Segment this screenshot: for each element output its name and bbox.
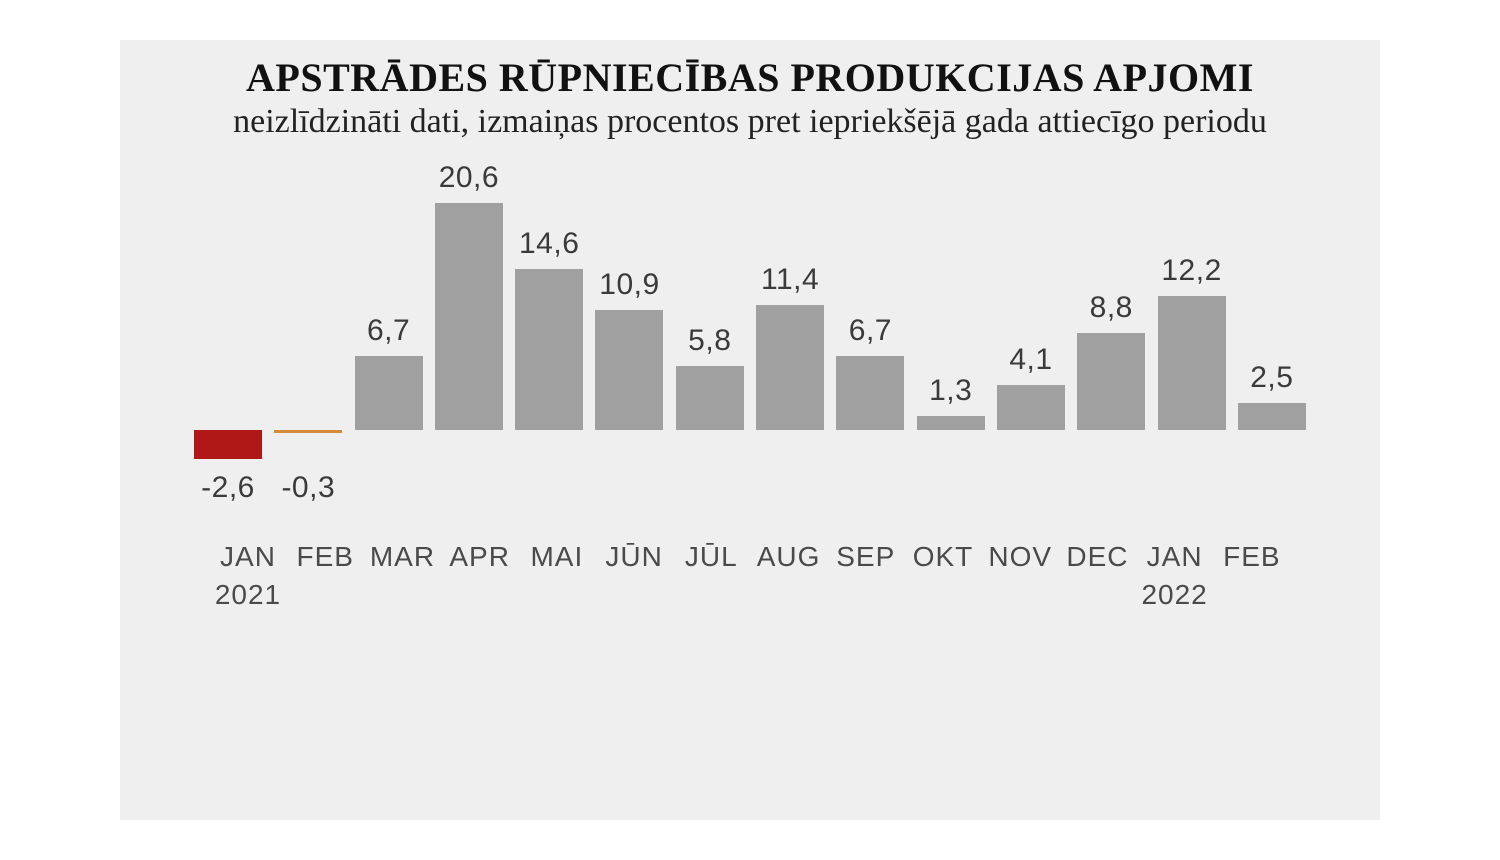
bar-column: 20,6 xyxy=(431,199,507,523)
bar xyxy=(1158,296,1226,430)
value-label: 2,5 xyxy=(1234,361,1310,395)
bar xyxy=(676,366,744,430)
x-axis-labels: JAN2021FEBMARAPRMAIJŪNJŪLAUGSEPOKTNOVDEC… xyxy=(190,541,1310,611)
bar xyxy=(1077,333,1145,430)
month-label: MAI xyxy=(519,541,595,573)
bar xyxy=(756,305,824,430)
value-label: 10,9 xyxy=(591,268,667,302)
value-label: 12,2 xyxy=(1154,254,1230,288)
month-label: JŪN xyxy=(596,541,672,573)
month-label: SEP xyxy=(828,541,904,573)
chart-title: APSTRĀDES RŪPNIECĪBAS PRODUKCIJAS APJOMI xyxy=(170,54,1330,101)
bar-column: 5,8 xyxy=(672,199,748,523)
x-axis-tick: JŪL xyxy=(673,541,749,611)
bar xyxy=(274,430,342,433)
bar xyxy=(917,416,985,430)
month-label: JŪL xyxy=(673,541,749,573)
x-axis-tick: JŪN xyxy=(596,541,672,611)
bar-column: 14,6 xyxy=(511,199,587,523)
month-label: DEC xyxy=(1059,541,1135,573)
month-label: NOV xyxy=(982,541,1058,573)
x-axis-tick: FEB xyxy=(287,541,363,611)
bar-column: 8,8 xyxy=(1073,199,1149,523)
x-axis-tick: MAR xyxy=(364,541,440,611)
bar xyxy=(355,356,423,430)
x-axis-tick: FEB xyxy=(1214,541,1290,611)
value-label: 4,1 xyxy=(993,343,1069,377)
value-label: -2,6 xyxy=(190,471,266,505)
bar xyxy=(836,356,904,430)
month-label: FEB xyxy=(1214,541,1290,573)
month-label: APR xyxy=(442,541,518,573)
bar xyxy=(194,430,262,459)
chart-subtitle: neizlīdzināti dati, izmaiņas procentos p… xyxy=(170,103,1330,141)
x-axis-tick: JAN 2021 xyxy=(210,541,286,611)
bar xyxy=(997,385,1065,430)
bar-column: 6,7 xyxy=(351,199,427,523)
month-label: OKT xyxy=(905,541,981,573)
value-label: 20,6 xyxy=(431,161,507,195)
month-label: JAN xyxy=(1137,541,1213,573)
x-axis-tick: APR xyxy=(442,541,518,611)
bar xyxy=(1238,403,1306,431)
bar xyxy=(435,203,503,430)
bar-column: 10,9 xyxy=(591,199,667,523)
bar-chart: -2,6-0,36,720,614,610,95,811,46,71,34,18… xyxy=(190,199,1310,523)
bar-column: 4,1 xyxy=(993,199,1069,523)
value-label: -0,3 xyxy=(270,471,346,505)
value-label: 1,3 xyxy=(913,374,989,408)
chart-panel: APSTRĀDES RŪPNIECĪBAS PRODUKCIJAS APJOMI… xyxy=(120,40,1380,820)
year-label: 2022 xyxy=(1137,579,1213,611)
bar xyxy=(515,269,583,430)
bar-column: 12,2 xyxy=(1154,199,1230,523)
bar-column: 1,3 xyxy=(913,199,989,523)
value-label: 6,7 xyxy=(832,314,908,348)
value-label: 5,8 xyxy=(672,324,748,358)
x-axis-tick: AUG xyxy=(751,541,827,611)
x-axis-tick: MAI xyxy=(519,541,595,611)
chart-area: -2,6-0,36,720,614,610,95,811,46,71,34,18… xyxy=(170,199,1330,611)
x-axis-tick: OKT xyxy=(905,541,981,611)
month-label: FEB xyxy=(287,541,363,573)
x-axis-tick: DEC xyxy=(1059,541,1135,611)
bar-column: 6,7 xyxy=(832,199,908,523)
value-label: 11,4 xyxy=(752,263,828,297)
month-label: AUG xyxy=(751,541,827,573)
month-label: MAR xyxy=(364,541,440,573)
bar-column: -2,6 xyxy=(190,199,266,523)
month-label: JAN xyxy=(210,541,286,573)
value-label: 8,8 xyxy=(1073,291,1149,325)
bar-column: -0,3 xyxy=(270,199,346,523)
value-label: 6,7 xyxy=(351,314,427,348)
x-axis-tick: SEP xyxy=(828,541,904,611)
bar-column: 11,4 xyxy=(752,199,828,523)
bar xyxy=(595,310,663,430)
bar-column: 2,5 xyxy=(1234,199,1310,523)
x-axis-tick: JAN 2022 xyxy=(1137,541,1213,611)
x-axis-tick: NOV xyxy=(982,541,1058,611)
value-label: 14,6 xyxy=(511,227,587,261)
year-label: 2021 xyxy=(210,579,286,611)
